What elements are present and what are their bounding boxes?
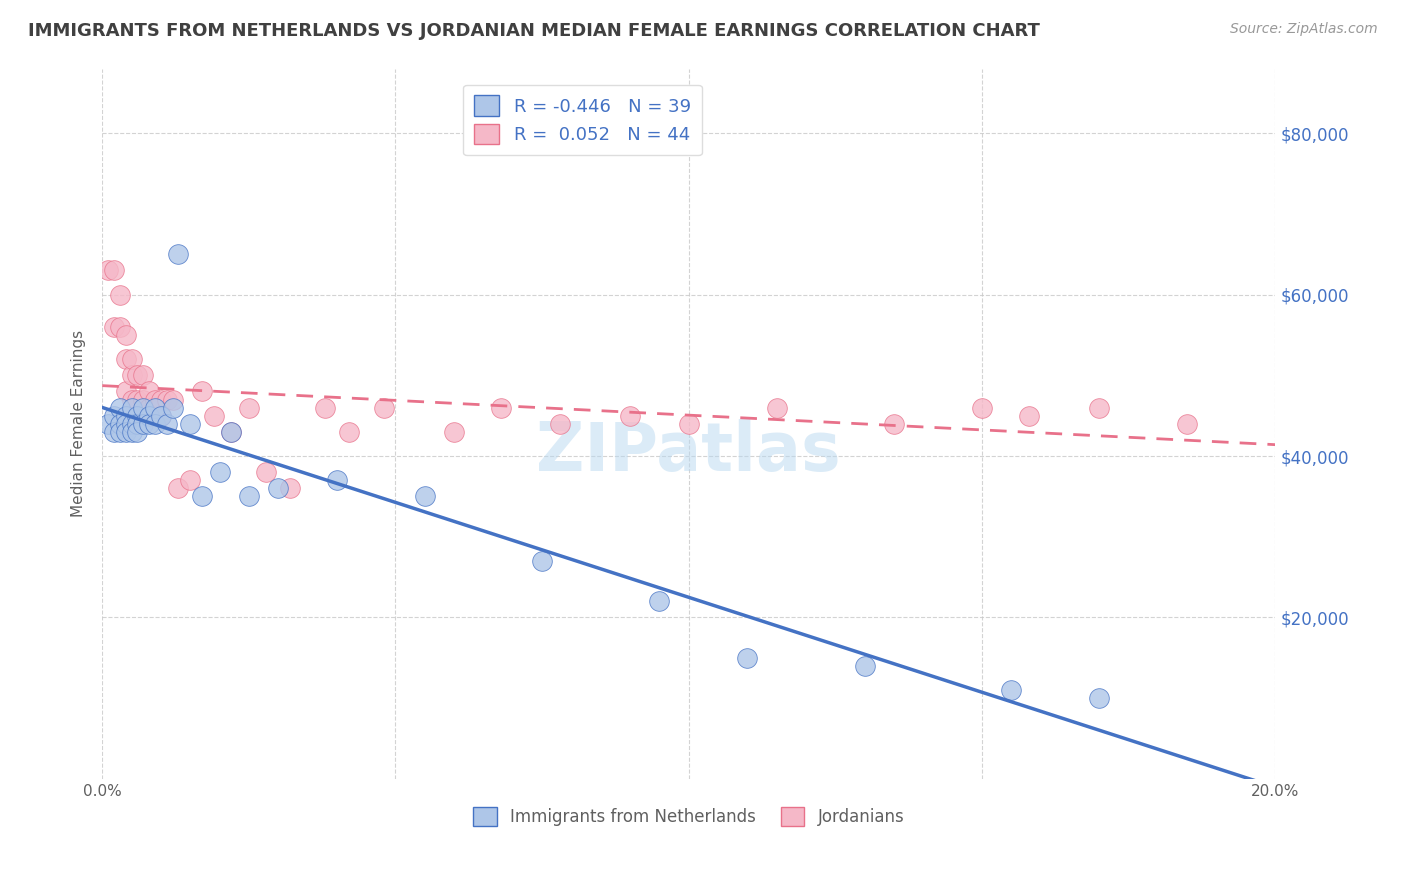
- Point: [143, 392, 166, 407]
- Point: [238, 401, 260, 415]
- Point: [121, 392, 143, 407]
- Point: [337, 425, 360, 439]
- Point: [619, 409, 641, 423]
- Text: Source: ZipAtlas.com: Source: ZipAtlas.com: [1230, 22, 1378, 37]
- Point: [548, 417, 571, 431]
- Point: [103, 263, 125, 277]
- Point: [191, 489, 214, 503]
- Point: [121, 425, 143, 439]
- Point: [127, 392, 149, 407]
- Point: [267, 481, 290, 495]
- Point: [114, 417, 136, 431]
- Point: [149, 409, 172, 423]
- Text: ZIPatlas: ZIPatlas: [537, 419, 841, 485]
- Point: [219, 425, 242, 439]
- Point: [413, 489, 436, 503]
- Point: [103, 425, 125, 439]
- Point: [531, 554, 554, 568]
- Point: [108, 319, 131, 334]
- Point: [143, 401, 166, 415]
- Point: [219, 425, 242, 439]
- Point: [191, 384, 214, 399]
- Point: [97, 263, 120, 277]
- Point: [162, 392, 184, 407]
- Point: [121, 417, 143, 431]
- Point: [127, 368, 149, 383]
- Point: [208, 465, 231, 479]
- Point: [103, 319, 125, 334]
- Point: [1088, 401, 1111, 415]
- Point: [179, 473, 201, 487]
- Point: [132, 417, 155, 431]
- Point: [162, 401, 184, 415]
- Point: [108, 417, 131, 431]
- Point: [238, 489, 260, 503]
- Point: [114, 409, 136, 423]
- Point: [138, 409, 160, 423]
- Point: [1018, 409, 1040, 423]
- Point: [648, 594, 671, 608]
- Point: [108, 401, 131, 415]
- Y-axis label: Median Female Earnings: Median Female Earnings: [72, 330, 86, 517]
- Point: [149, 392, 172, 407]
- Point: [114, 327, 136, 342]
- Point: [167, 247, 190, 261]
- Point: [97, 417, 120, 431]
- Point: [256, 465, 278, 479]
- Point: [202, 409, 225, 423]
- Point: [127, 409, 149, 423]
- Point: [103, 409, 125, 423]
- Point: [314, 401, 336, 415]
- Point: [1175, 417, 1198, 431]
- Point: [138, 384, 160, 399]
- Point: [853, 659, 876, 673]
- Point: [156, 417, 179, 431]
- Point: [737, 650, 759, 665]
- Point: [127, 425, 149, 439]
- Point: [143, 417, 166, 431]
- Point: [132, 368, 155, 383]
- Point: [156, 392, 179, 407]
- Point: [489, 401, 512, 415]
- Point: [114, 352, 136, 367]
- Point: [149, 409, 172, 423]
- Point: [132, 401, 155, 415]
- Point: [121, 368, 143, 383]
- Point: [108, 425, 131, 439]
- Legend: Immigrants from Netherlands, Jordanians: Immigrants from Netherlands, Jordanians: [465, 798, 912, 835]
- Point: [179, 417, 201, 431]
- Text: IMMIGRANTS FROM NETHERLANDS VS JORDANIAN MEDIAN FEMALE EARNINGS CORRELATION CHAR: IMMIGRANTS FROM NETHERLANDS VS JORDANIAN…: [28, 22, 1040, 40]
- Point: [373, 401, 395, 415]
- Point: [326, 473, 349, 487]
- Point: [132, 392, 155, 407]
- Point: [970, 401, 993, 415]
- Point: [138, 417, 160, 431]
- Point: [114, 384, 136, 399]
- Point: [678, 417, 700, 431]
- Point: [1000, 683, 1022, 698]
- Point: [765, 401, 787, 415]
- Point: [138, 401, 160, 415]
- Point: [108, 287, 131, 301]
- Point: [883, 417, 905, 431]
- Point: [114, 425, 136, 439]
- Point: [443, 425, 465, 439]
- Point: [121, 352, 143, 367]
- Point: [121, 401, 143, 415]
- Point: [167, 481, 190, 495]
- Point: [127, 417, 149, 431]
- Point: [1088, 691, 1111, 706]
- Point: [278, 481, 301, 495]
